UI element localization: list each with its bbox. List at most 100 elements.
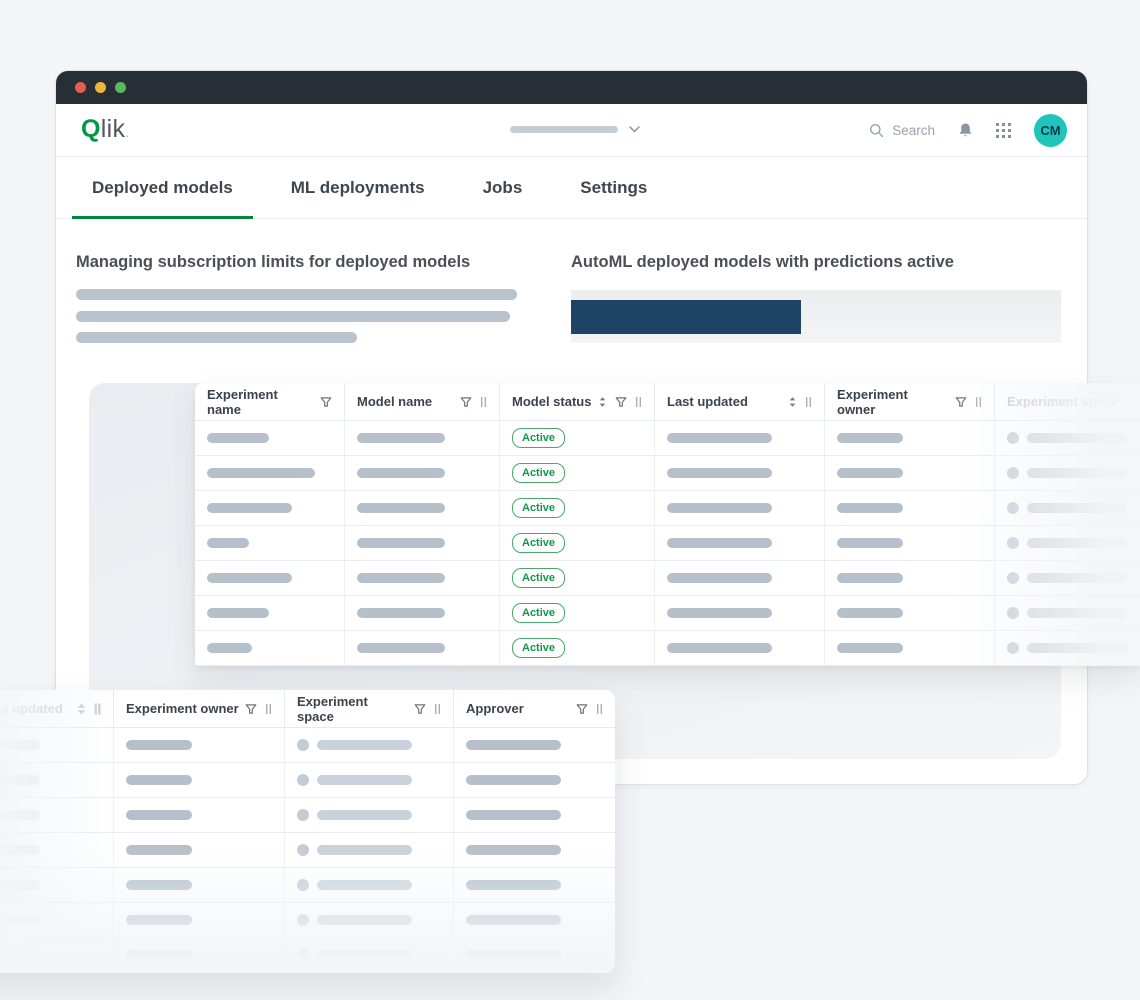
- table-row: Active: [195, 561, 1140, 596]
- tab-settings[interactable]: Settings: [580, 177, 648, 197]
- table-header-row: Experiment name Model name Model status Las…: [195, 383, 1140, 421]
- tab-deployed-models[interactable]: Deployed models: [72, 157, 253, 219]
- column-resize-handle-icon[interactable]: [975, 396, 982, 408]
- table-cell-experiment-space: [285, 903, 454, 937]
- search-label: Search: [892, 122, 935, 138]
- space-avatar-skeleton: [1007, 607, 1019, 619]
- tab-jobs[interactable]: Jobs: [482, 177, 523, 197]
- column-header-experiment-name[interactable]: Experiment name: [195, 383, 345, 420]
- column-header-icons: [576, 703, 603, 715]
- space-avatar-skeleton: [297, 809, 309, 821]
- search-icon: [870, 123, 884, 137]
- column-resize-handle-icon[interactable]: [805, 396, 812, 408]
- skeleton-pill: [207, 433, 269, 443]
- search-button[interactable]: Search: [869, 123, 935, 138]
- filter-icon[interactable]: [615, 396, 627, 408]
- table-cell-last-updated: [655, 491, 825, 525]
- close-window-button[interactable]: [75, 82, 86, 93]
- skeleton-pill: [357, 573, 445, 583]
- skeleton-pill: [667, 433, 772, 443]
- table-cell-last-updated: [0, 938, 114, 972]
- column-header-experiment-space[interactable]: Experiment space: [995, 383, 1140, 420]
- space-avatar-skeleton: [297, 774, 309, 786]
- context-selector[interactable]: [510, 126, 640, 133]
- table-cell-approver: [454, 938, 615, 972]
- table-cell-experiment-space: [995, 491, 1140, 525]
- column-header-model-name[interactable]: Model name: [345, 383, 500, 420]
- skeleton-pill: [207, 538, 249, 548]
- tab-ml-deployments[interactable]: ML deployments: [290, 177, 425, 197]
- logo-rest: lik: [100, 115, 126, 143]
- zoom-window-button[interactable]: [115, 82, 126, 93]
- user-avatar[interactable]: CM: [1034, 113, 1067, 147]
- table-cell-experiment-name: [195, 561, 345, 595]
- table-cell-experiment-owner: [825, 596, 995, 630]
- table-cell-last-updated: [0, 798, 114, 832]
- column-header-approver[interactable]: Approver: [454, 690, 615, 727]
- column-resize-handle-icon[interactable]: [596, 703, 603, 715]
- table-row: Active: [195, 421, 1140, 456]
- table-cell-last-updated: [655, 456, 825, 490]
- app-header: Qlik. Search CM: [56, 104, 1087, 157]
- space-avatar-skeleton: [297, 879, 309, 891]
- column-header-experiment-owner[interactable]: Experiment owner: [114, 690, 285, 727]
- status-badge: Active: [512, 602, 566, 624]
- logo-q: Q: [81, 115, 101, 143]
- column-label: Model status: [512, 394, 592, 409]
- column-resize-handle-icon[interactable]: [480, 396, 487, 408]
- status-badge: Active: [512, 427, 566, 449]
- table-cell-experiment-name: [195, 631, 345, 665]
- notifications-button[interactable]: [958, 122, 973, 138]
- table-cell-experiment-owner: [114, 833, 285, 867]
- space-avatar-skeleton: [297, 914, 309, 926]
- column-header-icons: [77, 702, 101, 715]
- minimize-window-button[interactable]: [95, 82, 106, 93]
- column-header-model-status[interactable]: Model status: [500, 383, 655, 420]
- skeleton-text-line: [76, 310, 510, 322]
- sort-icon[interactable]: [77, 702, 86, 715]
- skeleton-pill: [1027, 538, 1127, 548]
- space-avatar-skeleton: [297, 949, 309, 961]
- space-avatar-skeleton: [1007, 432, 1019, 444]
- column-resize-handle-icon[interactable]: [635, 396, 642, 408]
- skeleton-pill: [207, 573, 292, 583]
- table-cell-model-status: Active: [500, 561, 655, 595]
- filter-icon[interactable]: [414, 703, 426, 715]
- filter-icon[interactable]: [320, 396, 332, 408]
- skeleton-pill: [357, 433, 445, 443]
- column-resize-handle-icon[interactable]: [434, 703, 441, 715]
- skeleton-pill: [0, 880, 40, 890]
- table-cell-model-name: [345, 526, 500, 560]
- column-resize-handle-icon[interactable]: [94, 703, 101, 715]
- filter-icon[interactable]: [245, 703, 257, 715]
- table-cell-last-updated: [655, 421, 825, 455]
- filter-icon[interactable]: [576, 703, 588, 715]
- table-cell-last-updated: [0, 763, 114, 797]
- table-cell-model-status: Active: [500, 421, 655, 455]
- table-row: [0, 798, 615, 833]
- status-badge: Active: [512, 637, 566, 659]
- column-resize-handle-icon[interactable]: [265, 703, 272, 715]
- column-header-last-updated[interactable]: Last updated: [655, 383, 825, 420]
- sort-icon[interactable]: [788, 396, 797, 408]
- filter-icon[interactable]: [460, 396, 472, 408]
- skeleton-pill: [466, 775, 561, 785]
- app-launcher-button[interactable]: [996, 122, 1011, 138]
- column-header-experiment-space[interactable]: Experiment space: [285, 690, 454, 727]
- column-header-last-updated[interactable]: Last updated: [0, 690, 114, 727]
- table-cell-experiment-space: [285, 728, 454, 762]
- filter-icon[interactable]: [955, 396, 967, 408]
- table-cell-experiment-space: [995, 596, 1140, 630]
- column-label: Last updated: [0, 701, 63, 716]
- sort-icon[interactable]: [598, 396, 607, 408]
- table-cell-experiment-name: [195, 526, 345, 560]
- skeleton-pill: [667, 503, 772, 513]
- table-cell-experiment-owner: [825, 526, 995, 560]
- skeleton-pill: [0, 740, 40, 750]
- column-header-icons: [414, 703, 441, 715]
- skeleton-text-line: [76, 332, 357, 343]
- table-cell-experiment-owner: [114, 903, 285, 937]
- column-header-experiment-owner[interactable]: Experiment owner: [825, 383, 995, 420]
- skeleton-pill: [126, 775, 192, 785]
- table-cell-approver: [454, 763, 615, 797]
